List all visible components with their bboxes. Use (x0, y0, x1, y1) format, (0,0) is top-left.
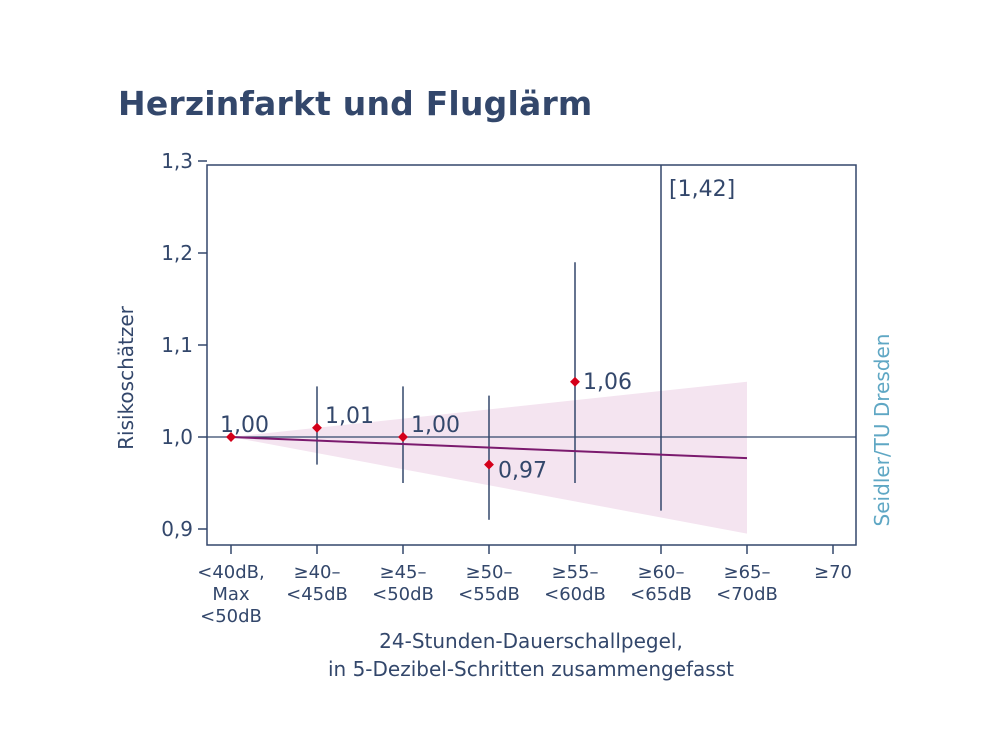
x-axis-title-line-2: in 5-Dezibel-Schritten zusammengefasst (328, 657, 734, 681)
chart-title: Herzinfarkt und Fluglärm (118, 84, 593, 123)
x-tick-label: ≥55– <60dB (544, 562, 606, 605)
x-tick-label: ≥40– <45dB (286, 562, 348, 605)
data-label: 1,00 (411, 413, 460, 438)
y-tick-label: 1,2 (161, 241, 193, 265)
x-tick-label: ≥65– <70dB (716, 562, 778, 605)
plot-frame (206, 164, 857, 546)
credit-label: Seidler/TU Dresden (870, 334, 894, 527)
data-label: 0,97 (498, 459, 547, 484)
y-tick-label: 1,1 (161, 333, 193, 357)
y-axis-title: Risikoschätzer (114, 305, 138, 450)
y-tick-label: 1,0 (161, 425, 193, 449)
y-tick-label: 0,9 (161, 517, 193, 541)
x-tick-label: ≥70 (814, 562, 852, 583)
x-tick-label: <40dB, Max <50dB (197, 562, 264, 627)
data-label: 1,06 (583, 370, 632, 395)
data-point (226, 432, 236, 442)
data-point (484, 459, 494, 470)
data-label: 1,01 (325, 404, 374, 429)
data-point (398, 432, 408, 442)
x-tick-label: ≥45– <50dB (372, 562, 434, 605)
x-axis-title-line-1: 24-Stunden-Dauerschallpegel, (379, 629, 683, 653)
x-tick-label: ≥50– <55dB (458, 562, 520, 605)
trend-line (230, 436, 748, 460)
data-point (312, 422, 322, 433)
y-tick-label: 1,3 (161, 149, 193, 173)
x-tick-label: ≥60– <65dB (630, 562, 692, 605)
data-label: [1,42] (669, 177, 735, 202)
data-point (570, 376, 580, 387)
data-label: 1,00 (220, 413, 269, 438)
